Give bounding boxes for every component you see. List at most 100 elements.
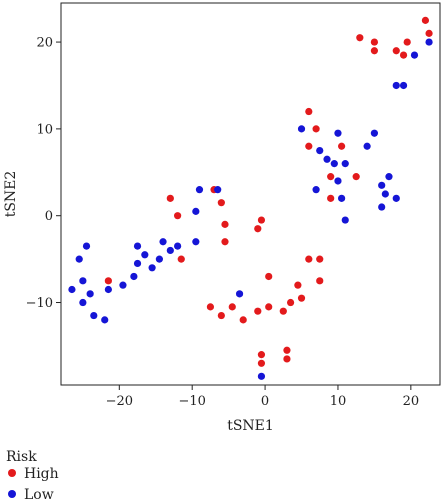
x-tick-label: −20: [106, 394, 133, 409]
data-point: [174, 242, 182, 250]
data-point: [392, 194, 400, 202]
data-point: [75, 255, 83, 263]
data-point: [399, 51, 408, 59]
data-point: [312, 186, 320, 194]
y-tick-label: 0: [45, 209, 53, 224]
data-point: [305, 107, 313, 116]
data-point: [166, 246, 174, 255]
legend-marker: [8, 469, 16, 477]
data-point: [341, 216, 349, 224]
data-point: [254, 307, 262, 315]
data-point: [265, 272, 273, 281]
y-axis-label: tSNE2: [3, 171, 19, 218]
data-point: [316, 277, 324, 285]
data-point: [214, 186, 222, 194]
data-point: [385, 173, 393, 181]
legend-label: High: [24, 466, 59, 482]
plot-frame: [60, 2, 441, 386]
x-tick-label: −10: [178, 394, 205, 409]
data-point: [330, 160, 338, 168]
data-point: [119, 281, 127, 289]
data-point: [79, 277, 87, 285]
data-point: [312, 125, 320, 133]
data-point: [133, 259, 142, 268]
data-point: [356, 34, 364, 42]
data-point: [425, 29, 433, 37]
data-point: [378, 181, 386, 189]
data-point: [195, 186, 204, 194]
data-point: [141, 251, 149, 259]
data-point: [403, 38, 411, 46]
plot-area: [60, 2, 441, 386]
data-point: [265, 303, 273, 311]
data-point: [370, 47, 379, 55]
data-point: [221, 238, 229, 246]
data-point: [425, 38, 433, 46]
legend-marker: [8, 490, 16, 498]
data-point: [352, 173, 360, 181]
data-point: [283, 355, 291, 363]
series-low: [68, 38, 433, 380]
data-point: [155, 255, 163, 263]
data-point: [338, 194, 346, 202]
x-tick-label: 20: [403, 394, 420, 409]
x-tick-label: 10: [330, 394, 347, 409]
x-axis-label: tSNE1: [227, 418, 274, 434]
data-point: [279, 307, 287, 315]
data-point: [283, 346, 291, 354]
data-point: [286, 298, 295, 307]
data-point: [378, 203, 386, 211]
legend-title: Risk: [6, 449, 37, 465]
data-point: [239, 316, 247, 324]
data-point: [68, 285, 76, 294]
x-tick-label: 0: [261, 394, 269, 409]
data-point: [294, 281, 302, 289]
data-point: [159, 238, 167, 246]
data-point: [305, 255, 313, 263]
data-point: [101, 316, 109, 324]
data-point: [392, 81, 400, 90]
data-point: [257, 359, 266, 367]
data-point: [305, 142, 313, 150]
legend: Risk High Low: [6, 449, 59, 500]
y-tick-label: 10: [36, 122, 53, 137]
data-point: [257, 351, 266, 359]
data-point: [334, 177, 342, 185]
data-point: [133, 242, 142, 250]
data-point: [217, 311, 225, 320]
data-point: [254, 225, 262, 233]
data-point: [192, 207, 200, 215]
data-point: [421, 16, 430, 24]
data-point: [90, 311, 98, 320]
data-point: [316, 146, 324, 155]
data-point: [221, 220, 229, 228]
data-point: [206, 303, 215, 311]
data-point: [192, 238, 200, 246]
data-points: [68, 16, 433, 380]
data-point: [148, 264, 156, 272]
data-point: [338, 142, 346, 150]
data-point: [217, 199, 225, 207]
data-point: [370, 38, 379, 46]
data-point: [104, 277, 112, 285]
y-tick-label: 20: [36, 36, 53, 51]
data-point: [174, 212, 182, 220]
y-tick-label: −10: [26, 296, 53, 311]
data-point: [399, 81, 408, 90]
data-point: [327, 194, 335, 202]
data-point: [79, 298, 87, 307]
data-point: [86, 290, 94, 298]
data-point: [235, 290, 244, 298]
data-point: [381, 190, 389, 198]
data-point: [341, 160, 349, 168]
data-point: [327, 173, 335, 181]
data-point: [316, 255, 324, 263]
data-point: [257, 216, 266, 224]
data-point: [410, 51, 419, 59]
data-point: [370, 129, 379, 137]
axes: −20 −10 0 10 20 −10 0 10 20: [26, 36, 420, 409]
data-point: [363, 142, 371, 150]
series-high: [104, 16, 433, 367]
data-point: [228, 303, 236, 311]
data-point: [177, 255, 185, 263]
